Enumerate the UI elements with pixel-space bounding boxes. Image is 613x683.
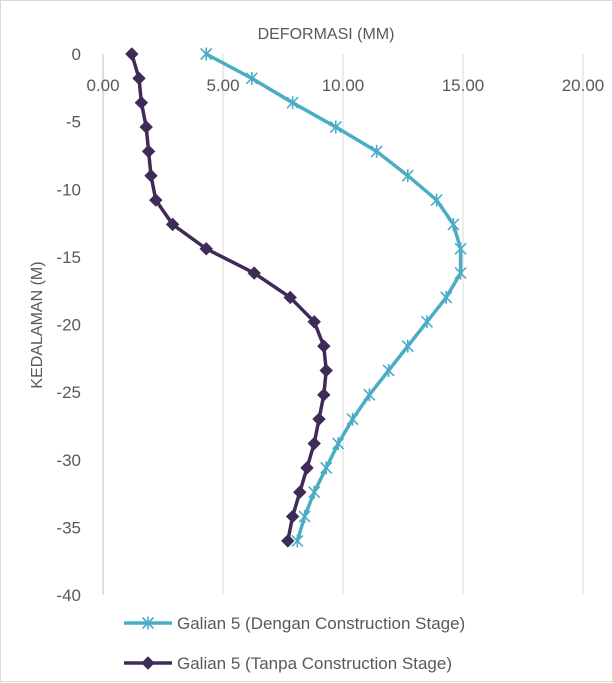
data-point-diamond [247, 266, 261, 280]
gridlines [222, 54, 584, 595]
data-point-diamond [300, 461, 314, 475]
data-point-diamond [317, 388, 331, 402]
data-point-diamond [281, 534, 295, 548]
x-tick-labels: 0.00 5.00 10.00 15.00 20.00 [86, 76, 604, 95]
x-tick-label: 15.00 [442, 76, 485, 95]
x-tick-label: 10.00 [322, 76, 365, 95]
y-tick-label: -40 [56, 586, 81, 605]
legend-marker-diamond [141, 656, 155, 670]
data-point-diamond [165, 217, 180, 232]
data-point-diamond [149, 193, 163, 207]
data-point-diamond [199, 242, 213, 256]
y-tick-label: -25 [56, 383, 81, 402]
data-point-diamond [307, 436, 321, 451]
data-point-diamond [285, 509, 300, 524]
data-point-diamond [312, 412, 326, 426]
y-tick-label: -35 [56, 518, 81, 537]
x-axis-title: DEFORMASI (MM) [258, 26, 395, 43]
legend-item: Galian 5 (Dengan Construction Stage) [124, 614, 465, 633]
y-tick-label: -5 [66, 113, 81, 132]
legend-label: Galian 5 (Dengan Construction Stage) [177, 614, 465, 633]
series-line [130, 52, 328, 543]
y-tick-label: -30 [56, 451, 81, 470]
y-tick-labels: 0 -5 -10 -15 -20 -25 -30 -35 -40 [56, 45, 81, 605]
y-axis-title: KEDALAMAN (M) [29, 261, 46, 388]
data-point-diamond [134, 95, 149, 110]
data-point-diamond [132, 71, 146, 86]
data-point-diamond [125, 47, 139, 61]
y-tick-label: -20 [56, 316, 81, 335]
data-point-diamond [293, 485, 307, 499]
data-point-diamond [144, 169, 158, 183]
data-point-diamond [139, 120, 153, 134]
series-2 [125, 47, 333, 548]
y-tick-label: -15 [56, 248, 81, 267]
series-1 [200, 47, 467, 548]
legend: Galian 5 (Dengan Construction Stage) Gali… [124, 614, 465, 673]
series-line [204, 52, 463, 543]
data-point-diamond [319, 363, 333, 378]
y-tick-label: 0 [72, 45, 81, 64]
x-tick-label: 20.00 [562, 76, 605, 95]
legend-item: Galian 5 (Tanpa Construction Stage) [124, 654, 452, 673]
x-tick-label: 5.00 [206, 76, 239, 95]
x-tick-label: 0.00 [86, 76, 119, 95]
data-point-diamond [317, 339, 331, 353]
data-point-diamond [141, 144, 156, 159]
y-tick-label: -10 [56, 180, 81, 199]
series-layer [125, 47, 467, 548]
data-point-diamond [307, 315, 321, 329]
legend-label: Galian 5 (Tanpa Construction Stage) [177, 654, 452, 673]
data-point-diamond [283, 290, 297, 305]
